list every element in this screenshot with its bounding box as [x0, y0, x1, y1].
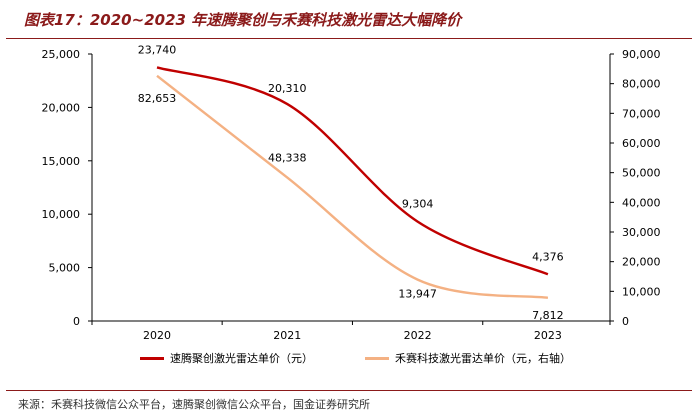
- legend-item-1: 禾赛科技激光雷达单价（元，右轴）: [365, 350, 571, 366]
- y-right-tick-label: 60,000: [622, 137, 661, 150]
- data-label: 7,812: [532, 309, 564, 322]
- x-tick-label: 2020: [143, 329, 171, 342]
- legend-swatch: [140, 356, 164, 360]
- title-divider: [6, 38, 692, 39]
- line-chart: 0 5,000 10,000 15,000 20,000 25,000 0 10,000 20,…: [42, 43, 661, 342]
- series-lines: [156, 66, 549, 300]
- legend-label: 禾赛科技激光雷达单价（元，右轴）: [395, 352, 571, 365]
- y-right-tick-label: 10,000: [622, 285, 661, 298]
- y-right-tick-label: 70,000: [622, 107, 661, 120]
- y-right-tick-label: 90,000: [622, 48, 661, 61]
- y-left-tick-label: 5,000: [49, 262, 81, 275]
- data-label: 82,653: [138, 92, 177, 105]
- series-line-0: [156, 66, 549, 276]
- y-left-tick-label: 20,000: [42, 101, 81, 114]
- y-left-tick-label: 0: [73, 315, 80, 328]
- data-label: 20,310: [268, 82, 307, 95]
- y-left-tick-label: 10,000: [42, 208, 81, 221]
- source-note: 来源：禾赛科技微信公众平台，速腾聚创微信公众平台，国金证券研究所: [18, 398, 370, 411]
- y-right-tick-label: 20,000: [622, 256, 661, 269]
- y-left-tick-label: 15,000: [42, 155, 81, 168]
- footer-divider: [6, 390, 692, 391]
- x-tick-label: 2022: [404, 329, 432, 342]
- legend: 速腾聚创激光雷达单价（元） 禾赛科技激光雷达单价（元，右轴）: [0, 350, 697, 374]
- axes: 0 5,000 10,000 15,000 20,000 25,000 0 10,000 20,…: [42, 48, 661, 342]
- legend-label: 速腾聚创激光雷达单价（元）: [170, 352, 313, 365]
- legend-swatch: [365, 356, 389, 360]
- y-right-tick-label: 40,000: [622, 196, 661, 209]
- series-line-1: [156, 74, 549, 300]
- y-right-tick-label: 50,000: [622, 167, 661, 180]
- y-left-tick-label: 25,000: [42, 48, 81, 61]
- data-labels: 23,740 20,310 9,304 4,376 82,653 48,338 13,947…: [138, 43, 564, 321]
- y-right-tick-label: 0: [622, 315, 629, 328]
- data-label: 13,947: [398, 288, 437, 301]
- x-tick-label: 2021: [273, 329, 301, 342]
- y-right-tick-label: 80,000: [622, 78, 661, 91]
- chart-title: 图表17：2020~2023 年速腾聚创与禾赛科技激光雷达大幅降价: [24, 11, 462, 29]
- data-label: 4,376: [532, 250, 564, 263]
- y-right-tick-label: 30,000: [622, 226, 661, 239]
- legend-item-0: 速腾聚创激光雷达单价（元）: [140, 350, 313, 366]
- data-label: 9,304: [402, 198, 434, 211]
- data-label: 48,338: [268, 152, 307, 165]
- data-label: 23,740: [138, 43, 177, 56]
- x-tick-label: 2023: [534, 329, 562, 342]
